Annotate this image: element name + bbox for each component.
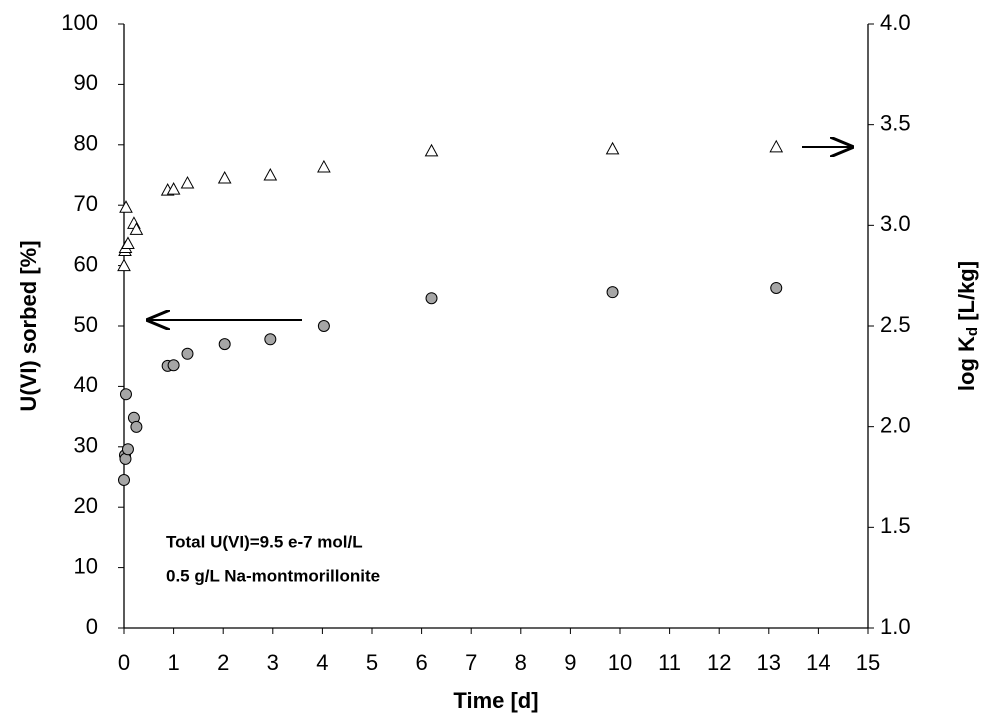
- y2-label-sub: d: [964, 327, 981, 336]
- y2-tick-label: 2.5: [880, 312, 911, 337]
- x-axis-label: Time [d]: [453, 688, 538, 713]
- circle-point: [317, 320, 330, 332]
- y-tick-label: 20: [74, 493, 98, 518]
- circle-point: [218, 338, 231, 351]
- x-tick-label: 8: [515, 650, 527, 675]
- x-tick-label: 15: [856, 650, 880, 675]
- circle-point: [264, 333, 277, 346]
- y2-tick-label: 3.0: [880, 211, 911, 236]
- triangle-point: [129, 222, 144, 235]
- y2-tick-label: 3.5: [880, 110, 911, 135]
- x-tick-label: 9: [564, 650, 576, 675]
- y-tick-label: 50: [74, 312, 98, 337]
- annotation: 0.5 g/L Na-montmorillonite: [166, 566, 380, 585]
- y2-tick-label: 2.0: [880, 412, 911, 437]
- y2-label-part: [L/kg]: [954, 261, 979, 327]
- y-tick-label: 60: [74, 251, 98, 276]
- y-tick-label: 40: [74, 372, 98, 397]
- x-tick-label: 4: [316, 650, 328, 675]
- x-tick-label: 3: [267, 650, 279, 675]
- y-axis-label: U(VI) sorbed [%]: [16, 240, 41, 411]
- triangle-point: [424, 143, 439, 157]
- x-tick-label: 2: [217, 650, 229, 675]
- circle-point: [121, 443, 134, 456]
- x-tick-label: 5: [366, 650, 378, 675]
- x-tick-label: 10: [608, 650, 632, 675]
- y2-tick-label: 1.5: [880, 513, 911, 538]
- circle-point: [118, 474, 130, 487]
- annotation: Total U(VI)=9.5 e-7 mol/L: [166, 532, 363, 551]
- x-tick-label: 13: [757, 650, 781, 675]
- y-tick-label: 30: [74, 433, 98, 458]
- y2-tick-label: 4.0: [880, 10, 911, 35]
- y-tick-label: 90: [74, 70, 98, 95]
- triangle-point: [217, 170, 232, 184]
- circle-point: [167, 359, 180, 372]
- x-tick-label: 0: [118, 650, 130, 675]
- y-tick-label: 80: [74, 131, 98, 156]
- triangle-point: [117, 258, 131, 272]
- y-tick-label: 100: [61, 10, 98, 35]
- triangle-point: [119, 200, 133, 213]
- triangle-point: [769, 139, 784, 153]
- circle-point: [425, 292, 438, 305]
- y-tick-label: 0: [86, 614, 98, 639]
- x-tick-label: 6: [415, 650, 427, 675]
- triangle-point: [263, 167, 278, 181]
- triangle-point: [317, 159, 331, 173]
- x-tick-label: 11: [658, 650, 681, 675]
- circle-point: [770, 281, 783, 294]
- y2-label-part: log K: [954, 336, 979, 391]
- y2-tick-label: 1.0: [880, 614, 911, 639]
- circle-point: [130, 420, 143, 433]
- x-tick-label: 12: [707, 650, 731, 675]
- triangle-point: [180, 176, 195, 189]
- triangle-point: [166, 182, 181, 195]
- circle-point: [606, 286, 619, 299]
- triangle-point: [121, 236, 135, 249]
- x-tick-label: 14: [806, 650, 830, 675]
- x-tick-label: 7: [465, 650, 477, 675]
- y-tick-label: 10: [74, 553, 98, 578]
- circle-point: [181, 347, 194, 360]
- circle-point: [119, 388, 132, 401]
- x-tick-label: 1: [167, 650, 179, 675]
- y-tick-label: 70: [74, 191, 98, 216]
- y2-axis-label: log Kd [L/kg]: [954, 261, 981, 391]
- triangle-point: [605, 141, 620, 155]
